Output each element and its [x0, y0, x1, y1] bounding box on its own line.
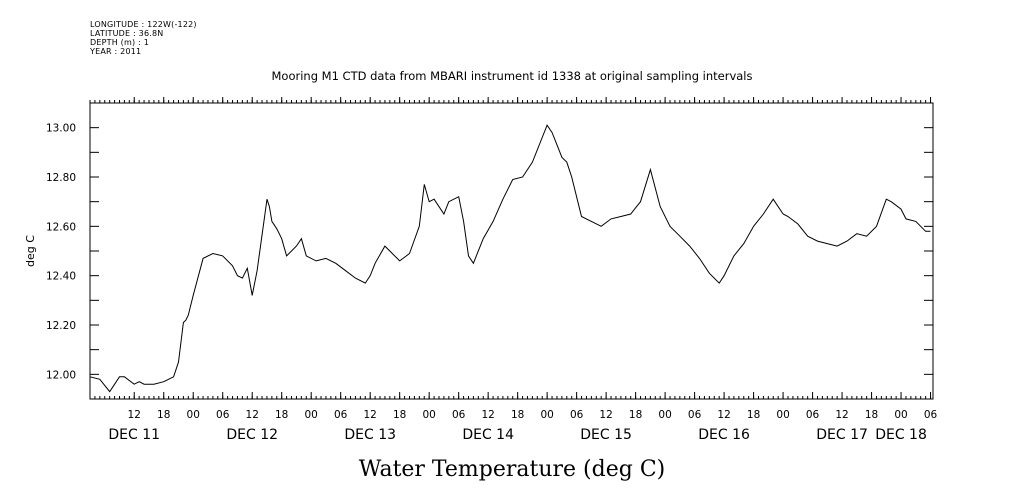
x-tick-label: 00 — [776, 409, 789, 421]
x-day-label: DEC 17 — [816, 427, 868, 443]
year-label: YEAR : 2011 — [90, 47, 142, 56]
x-tick-label: 00 — [305, 409, 318, 421]
longitude-label: LONGITUDE : 122W(-122) — [90, 20, 197, 29]
x-tick-label: 12 — [717, 409, 730, 421]
x-tick-label: 00 — [187, 409, 200, 421]
x-day-label: DEC 15 — [580, 427, 632, 443]
x-tick-label: 06 — [334, 409, 348, 421]
water-temperature-line — [89, 124, 931, 393]
x-tick-label: 00 — [422, 409, 435, 421]
x-tick-label: 06 — [452, 409, 466, 421]
y-tick-label: 12.00 — [46, 369, 76, 381]
x-tick-label: 06 — [924, 409, 938, 421]
y-tick-label: 12.40 — [46, 271, 76, 283]
x-tick-label: 12 — [481, 409, 494, 421]
x-tick-label: 18 — [747, 409, 760, 421]
y-tick-label: 12.60 — [46, 221, 76, 233]
y-tick-label: 12.20 — [46, 320, 76, 332]
y-axis-label: deg C — [24, 235, 37, 267]
x-tick-label: 18 — [393, 409, 406, 421]
x-tick-label: 00 — [540, 409, 553, 421]
y-axis: 12.00 12.20 12.40 12.60 12.80 13.00 — [46, 123, 933, 381]
x-tick-label: 00 — [658, 409, 671, 421]
x-tick-label: 18 — [629, 409, 642, 421]
x-tick-label: 12 — [835, 409, 848, 421]
x-tick-label: 18 — [157, 409, 170, 421]
x-tick-label: 00 — [894, 409, 907, 421]
plot-frame — [89, 102, 934, 400]
x-axis: 12 18 00 06 12 18 00 06 12 18 00 06 12 18 00 06 12 18 00 06… — [108, 97, 938, 443]
x-day-label: DEC 18 — [875, 427, 927, 443]
mooring-metadata: LONGITUDE : 122W(-122) LATITUDE : 36.8N … — [90, 20, 197, 56]
x-day-label: DEC 12 — [226, 427, 278, 443]
x-tick-label: 06 — [216, 409, 230, 421]
minor-ticks — [89, 100, 932, 399]
x-day-label: DEC 14 — [462, 427, 514, 443]
x-tick-label: 06 — [570, 409, 584, 421]
x-tick-label: 18 — [511, 409, 524, 421]
x-tick-label: 12 — [363, 409, 376, 421]
x-tick-label: 12 — [128, 409, 141, 421]
x-day-label: DEC 16 — [698, 427, 750, 443]
x-day-label: DEC 13 — [344, 427, 396, 443]
x-tick-label: 12 — [246, 409, 259, 421]
footer-title: Water Temperature (deg C) — [359, 457, 666, 482]
x-tick-label: 06 — [688, 409, 702, 421]
depth-label: DEPTH (m) : 1 — [90, 38, 149, 47]
x-tick-label: 18 — [865, 409, 878, 421]
y-tick-label: 13.00 — [46, 123, 76, 135]
x-day-label: DEC 11 — [108, 427, 160, 443]
x-tick-label: 18 — [275, 409, 288, 421]
x-tick-label: 06 — [806, 409, 820, 421]
x-tick-label: 12 — [599, 409, 612, 421]
chart-title: Mooring M1 CTD data from MBARI instrumen… — [272, 69, 753, 83]
y-tick-label: 12.80 — [46, 172, 76, 184]
latitude-label: LATITUDE : 36.8N — [90, 29, 164, 38]
